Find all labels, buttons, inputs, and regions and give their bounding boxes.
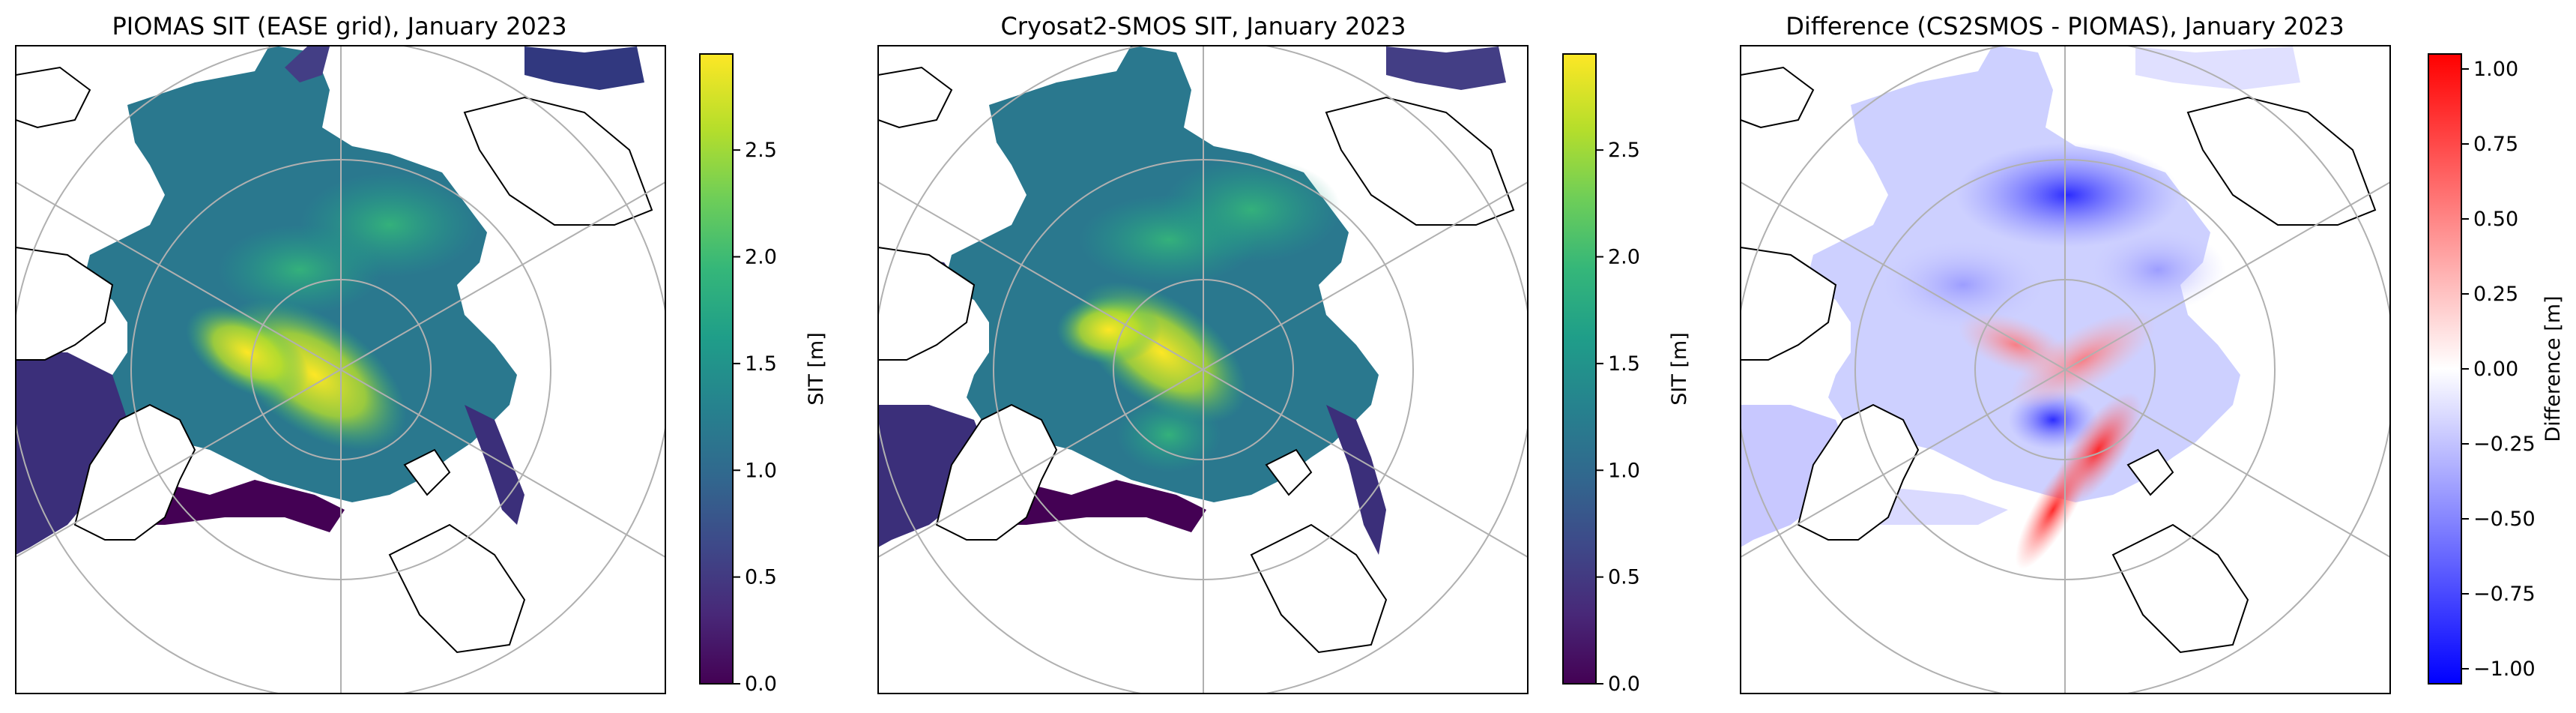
panel-3-colorbar-ticks: −1.00 −0.75 −0.50 −0.25 0.00 0.25 0.50 0.75 1.00 — [2461, 58, 2536, 681]
panel-3-land-svalbard — [2126, 448, 2174, 496]
colorbar-tick-label: −0.75 — [2473, 583, 2536, 606]
panel-2-colorbar-gradient — [1562, 53, 1597, 685]
colorbar-tick-label: 2.5 — [1608, 139, 1640, 162]
panel-1-land-canada — [16, 246, 114, 361]
panel-3-map — [1740, 45, 2391, 694]
colorbar-tick-label: 1.5 — [745, 352, 777, 376]
panel-1-graticule — [16, 46, 665, 694]
colorbar-tick-label: 0.00 — [2473, 358, 2518, 381]
colorbar-tick-label: 0.50 — [2473, 208, 2518, 231]
panel-1-colorbar-gradient — [699, 53, 734, 685]
panel-1-marginal-ice-5 — [285, 46, 330, 82]
panel-2-marginal-ice-3 — [1326, 405, 1386, 555]
panel-2-colorbar-ticks: 0.0 0.5 1.0 1.5 2.0 2.5 — [1596, 139, 1640, 696]
colorbar-tick-label: 0.75 — [2473, 133, 2518, 156]
panel-2-title: Cryosat2-SMOS SIT, January 2023 — [1001, 12, 1406, 40]
panel-3-graticule — [1741, 46, 2390, 694]
colorbar-tick-label: 1.5 — [1608, 352, 1640, 376]
colorbar-tick-label: 0.0 — [1608, 673, 1640, 696]
panel-3-land-canada — [1741, 246, 1837, 361]
panel-1-title: PIOMAS SIT (EASE grid), January 2023 — [112, 12, 566, 40]
panel-2-thick-ice-2 — [1056, 296, 1161, 364]
colorbar-tick-label: −0.25 — [2473, 433, 2536, 456]
panel-3-colorbar: −1.00 −0.75 −0.50 −0.25 0.00 0.25 0.50 0.75 1.00… — [2428, 53, 2565, 685]
colorbar-tick-label: −0.50 — [2473, 508, 2536, 531]
panel-2-graticule — [878, 46, 1528, 694]
colorbar-tick-label: 0.0 — [745, 673, 777, 696]
panel-3-positive-diff-2 — [1958, 313, 2073, 377]
panel-1-marginal-ice — [16, 352, 127, 555]
colorbar-tick-label: 0.5 — [745, 566, 777, 589]
colorbar-tick-label: 2.5 — [745, 139, 777, 162]
panel-2-land-svalbard — [1265, 448, 1313, 496]
panel-2-land-siberia — [1325, 96, 1515, 226]
panel-2-map — [877, 45, 1529, 694]
panel-1-map — [15, 45, 666, 694]
panel-2-land-scandinavia — [1250, 523, 1388, 654]
colorbar-tick-label: 1.0 — [1608, 459, 1640, 482]
panel-3-land-siberia — [2186, 96, 2377, 226]
panel-2-marginal-ice-4 — [1386, 46, 1506, 90]
panel-1-medium-ice-2 — [300, 172, 480, 277]
panel-3-colorbar-label: Difference [m] — [2542, 295, 2565, 442]
panel-3-negative-diff-2 — [1881, 240, 2046, 330]
panel-3-negative-diff-3 — [2090, 229, 2225, 311]
colorbar-tick-label: 2.0 — [1608, 246, 1640, 269]
panel-2-land-alaska — [878, 66, 953, 129]
panel-3-colorbar-gradient — [2428, 53, 2462, 685]
panel-2: Cryosat2-SMOS SIT, January 2023 — [877, 12, 1691, 696]
panel-1: PIOMAS SIT (EASE grid), January 2023 — [15, 12, 828, 696]
panel-1-thick-ice-2 — [186, 305, 309, 400]
panel-3-land-scandinavia — [2111, 523, 2249, 654]
panel-3-title: Difference (CS2SMOS - PIOMAS), January 2… — [1786, 12, 2344, 40]
panel-2-land-canada — [878, 246, 976, 361]
panel-1-land-svalbard — [403, 448, 451, 496]
panel-1-land-alaska — [16, 66, 91, 129]
panel-3: Difference (CS2SMOS - PIOMAS), January 2… — [1740, 12, 2565, 694]
colorbar-tick-label: 2.0 — [745, 246, 777, 269]
panel-1-colorbar-label: SIT [m] — [805, 332, 828, 406]
panel-3-land-alaska — [1741, 66, 1815, 129]
colorbar-tick-label: 0.25 — [2473, 283, 2518, 306]
panel-2-medium-ice-2 — [1161, 157, 1341, 262]
panel-1-land-scandinavia — [388, 523, 526, 654]
panel-2-colorbar: 0.0 0.5 1.0 1.5 2.0 2.5 SIT [m] — [1562, 53, 1691, 696]
panel-1-marginal-ice-4 — [524, 46, 644, 90]
colorbar-tick-label: 1.0 — [745, 459, 777, 482]
panel-3-positive-diff-4 — [2015, 450, 2091, 570]
colorbar-tick-label: −1.00 — [2473, 658, 2536, 681]
panel-2-colorbar-label: SIT [m] — [1668, 332, 1691, 406]
panel-1-colorbar: 0.0 0.5 1.0 1.5 2.0 2.5 SIT [m] — [699, 53, 828, 696]
colorbar-tick-label: 0.5 — [1608, 566, 1640, 589]
colorbar-tick-label: 1.00 — [2473, 58, 2518, 81]
panel-1-colorbar-ticks: 0.0 0.5 1.0 1.5 2.0 2.5 — [733, 139, 777, 696]
panel-3-marginal-ice-2 — [2135, 46, 2300, 90]
panel-2-medium-ice-3 — [1116, 397, 1221, 472]
